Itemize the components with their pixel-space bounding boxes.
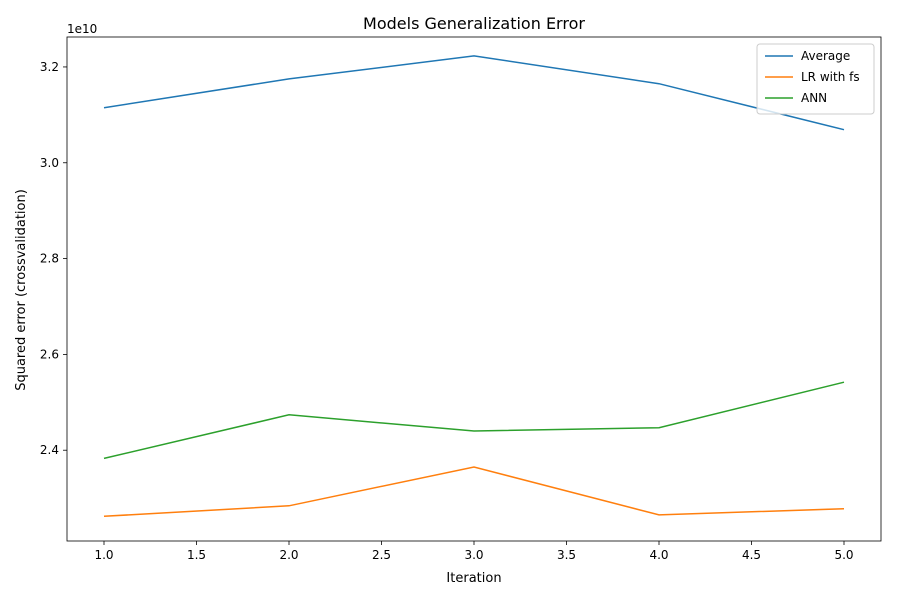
x-tick-label: 3.5 xyxy=(557,548,576,562)
series-line-3 xyxy=(103,381,845,460)
y-tick-label: 2.4 xyxy=(40,443,59,457)
series-line-1 xyxy=(103,55,845,131)
x-tick-label: 1.0 xyxy=(94,548,113,562)
legend-label: LR with fs xyxy=(801,70,860,84)
x-tick-label: 2.0 xyxy=(279,548,298,562)
series-line-2 xyxy=(103,466,845,518)
y-tick-label: 3.2 xyxy=(40,60,59,74)
y-axis-label: Squared error (crossvalidation) xyxy=(14,189,29,391)
x-tick-label: 4.5 xyxy=(742,548,761,562)
legend-box xyxy=(756,43,875,115)
y-tick-label: 3.0 xyxy=(40,156,59,170)
x-tick-label: 1.5 xyxy=(187,548,206,562)
legend: Average LR with fs ANN xyxy=(756,43,875,115)
y-tick-label: 2.8 xyxy=(40,252,59,266)
legend-item: ANN xyxy=(765,91,827,105)
y-offset-text: 1e10 xyxy=(67,22,97,36)
x-tick-label: 2.5 xyxy=(372,548,391,562)
legend-label: Average xyxy=(801,49,850,63)
legend-item: LR with fs xyxy=(765,70,860,84)
x-tick-label: 3.0 xyxy=(464,548,483,562)
chart-title: Models Generalization Error xyxy=(363,14,585,33)
y-tick-label: 2.6 xyxy=(40,347,59,361)
legend-item: Average xyxy=(765,49,850,63)
x-tick-label: 5.0 xyxy=(834,548,853,562)
x-axis-label: Iteration xyxy=(446,571,501,586)
legend-label: ANN xyxy=(801,91,827,105)
plot-area: 1.0 1.5 2.0 2.5 3.0 3.5 4.0 4.5 5.0 2.4 2.6 2.8 3.0 3… xyxy=(40,36,882,562)
x-tick-label: 4.0 xyxy=(649,548,668,562)
